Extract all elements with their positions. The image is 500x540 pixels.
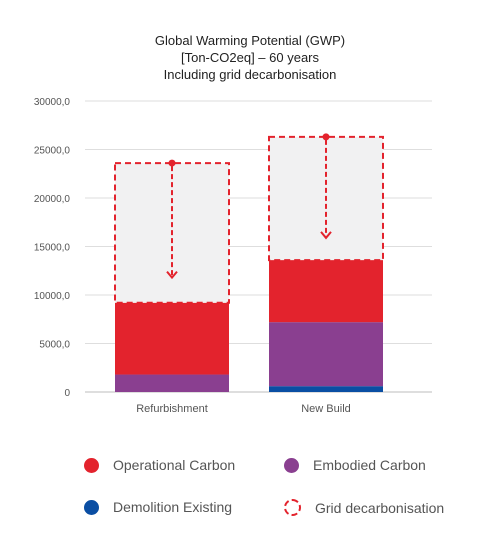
- bar-segment-embodied-carbon: [269, 322, 383, 387]
- y-tick-label: 5000,0: [39, 340, 70, 351]
- grid-arrow-head: [320, 231, 332, 240]
- chart-title-line-2: [Ton-CO2eq] – 60 years: [180, 50, 320, 65]
- y-tick-label: 30000,0: [34, 97, 71, 108]
- chart-title-line-1: Global Warming Potential (GWP): [154, 33, 346, 48]
- bar-segment-embodied-carbon: [115, 374, 229, 392]
- bar-segment-operational-carbon: [115, 302, 229, 375]
- legend-label-grid: Grid decarbonisation: [315, 499, 445, 516]
- legend-item-embodied-carbon: Embodied Carbon: [284, 457, 426, 473]
- chart-plot: 0 5000,0 10000,0 15000,0 20000,0 25000,0 30000…: [34, 97, 432, 415]
- bar-segment-demolition-existing: [269, 386, 383, 392]
- x-tick-label: Refurbishment: [136, 403, 208, 415]
- chart-title-line-3: Including grid decarbonisation: [163, 67, 337, 82]
- y-tick-label: 0: [64, 388, 70, 399]
- grid-arrow-head: [166, 270, 178, 280]
- grid-arrow-start-dot: [168, 159, 176, 167]
- legend-item-grid-decarbonisation: Grid decarbonisation: [284, 499, 444, 516]
- legend-label-embodied: Embodied Carbon: [313, 457, 426, 473]
- legend-swatch-demolition: [84, 499, 99, 515]
- x-tick-label: New Build: [301, 403, 351, 415]
- legend-item-demolition-existing: Demolition Existing: [84, 499, 232, 515]
- bar-segment-operational-carbon: [269, 260, 383, 323]
- legend-label-operational: Operational Carbon: [113, 457, 236, 473]
- legend-swatch-embodied: [284, 457, 299, 473]
- legend-swatch-operational: [84, 457, 99, 473]
- grid-arrow-start-dot: [322, 133, 330, 141]
- legend-item-operational-carbon: Operational Carbon: [84, 457, 235, 473]
- y-tick-label: 20000,0: [34, 194, 71, 205]
- legend-swatch-grid: [284, 499, 301, 516]
- legend-label-demolition: Demolition Existing: [113, 499, 233, 515]
- y-tick-label: 15000,0: [34, 243, 71, 254]
- y-tick-label: 10000,0: [34, 291, 71, 302]
- y-tick-label: 25000,0: [34, 146, 71, 157]
